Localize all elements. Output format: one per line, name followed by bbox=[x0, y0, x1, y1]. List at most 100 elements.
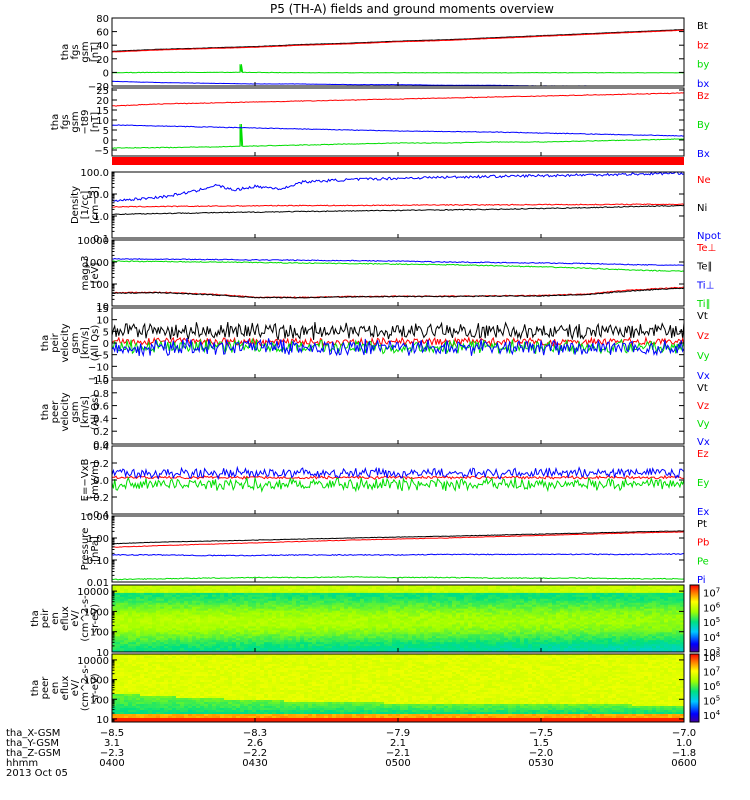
legend-label: Ex bbox=[697, 507, 709, 518]
panel-frame bbox=[111, 445, 685, 515]
colorbar-label: 106 bbox=[703, 601, 721, 614]
x-tick-label: −2.1 bbox=[386, 748, 410, 759]
y-tick-label: 5 bbox=[103, 327, 109, 338]
x-tick-label: 3.1 bbox=[104, 738, 120, 749]
series-line bbox=[112, 476, 684, 493]
series-line bbox=[112, 203, 684, 208]
y-tick-label: 10.0 bbox=[87, 190, 109, 201]
panel-efield: Ez Ey Ex −0.4 −0.2 0.0 0.2 0.4 E=−VxB[mV/m] bbox=[80, 442, 709, 521]
y-axis-label: thapeervelocitygsm[km/s](All Qs) bbox=[40, 392, 101, 431]
y-tick-label: −15 bbox=[88, 374, 109, 385]
panel-peer_velocity: VtVzVyVx0.00.20.40.60.81.0thapeervelocit… bbox=[40, 376, 710, 451]
legend-label: Vt bbox=[697, 383, 708, 394]
x-axis-row-label: tha_Z-GSM bbox=[6, 748, 61, 759]
x-tick-label: −2.0 bbox=[529, 748, 553, 759]
y-tick-label: 0.6 bbox=[93, 402, 109, 413]
figure-title: P5 (TH-A) fields and ground moments over… bbox=[270, 2, 554, 16]
series-line bbox=[112, 123, 684, 149]
legend-label: Vz bbox=[697, 331, 709, 342]
y-tick-label: 10000 bbox=[77, 236, 109, 247]
y-tick-label: 0 bbox=[103, 339, 109, 350]
x-tick-label: 1.5 bbox=[533, 738, 549, 749]
panel-frame bbox=[111, 379, 685, 445]
y-tick-label: 0.2 bbox=[93, 459, 109, 470]
x-tick-label: 0400 bbox=[99, 758, 124, 769]
legend-label: Npot bbox=[697, 231, 721, 242]
y-tick-label: −0.4 bbox=[85, 510, 109, 521]
y-tick-label: 0 bbox=[103, 136, 109, 147]
y-tick-label: 1000 bbox=[84, 607, 109, 618]
y-tick-label: 100 bbox=[90, 628, 109, 639]
legend-label: Bz bbox=[697, 91, 709, 102]
series-line bbox=[112, 260, 684, 273]
series-line bbox=[112, 172, 684, 202]
series-line bbox=[112, 29, 684, 53]
colorbar-label: 105 bbox=[703, 694, 720, 707]
y-tick-label: 0.01 bbox=[87, 578, 109, 589]
panel-frame bbox=[111, 17, 685, 87]
legend-label: Pt bbox=[697, 519, 707, 530]
y-axis-label: magρ3[eV] bbox=[80, 256, 101, 291]
series-line bbox=[112, 530, 684, 545]
series-line bbox=[112, 124, 684, 137]
y-tick-label: 0.2 bbox=[93, 427, 109, 438]
y-tick-label: 0 bbox=[103, 68, 109, 79]
legend-label: Bx bbox=[697, 149, 710, 160]
y-tick-label: 80 bbox=[96, 14, 109, 25]
y-tick-label: 0.8 bbox=[93, 389, 109, 400]
x-axis-row-label: hhmm bbox=[6, 758, 38, 769]
colorbar bbox=[689, 653, 700, 723]
panel-frame bbox=[111, 87, 685, 157]
y-tick-label: 100 bbox=[90, 280, 109, 291]
legend-label: By bbox=[697, 120, 710, 131]
series-line bbox=[112, 287, 684, 299]
y-tick-label: 10000 bbox=[77, 587, 109, 598]
legend-label: Ez bbox=[697, 449, 709, 460]
series-line bbox=[112, 64, 684, 74]
colorbar-label: 103 bbox=[703, 646, 720, 659]
series-line bbox=[112, 576, 684, 581]
y-tick-label: 100.0 bbox=[80, 168, 109, 179]
y-axis-label: Density[1/cc][cm−3] bbox=[70, 186, 101, 224]
y-tick-label: 1000 bbox=[84, 258, 109, 269]
x-tick-label: −7.9 bbox=[386, 728, 410, 739]
legend-label: Vy bbox=[697, 351, 710, 362]
y-tick-label: 1000 bbox=[84, 676, 109, 687]
x-tick-label: −7.5 bbox=[529, 728, 553, 739]
colorbar-label: 106 bbox=[703, 680, 721, 693]
legend-label: Vt bbox=[697, 311, 708, 322]
y-tick-label: 60 bbox=[96, 28, 109, 39]
legend-label: by bbox=[697, 60, 709, 71]
colorbar-label: 104 bbox=[703, 631, 721, 644]
y-tick-label: −10 bbox=[88, 362, 109, 373]
y-tick-label: 1.0 bbox=[93, 376, 109, 387]
y-axis-label: thapeerenefluxeV/(cm^2-s-sr-eV) bbox=[30, 664, 101, 711]
y-tick-label: 10 bbox=[96, 648, 109, 659]
legend-label: Ni bbox=[697, 203, 707, 214]
y-axis-label: thapeirvelocitygsm[km/s](All Qs) bbox=[40, 323, 101, 362]
legend-label: bz bbox=[697, 40, 709, 51]
colorbar-label: 104 bbox=[703, 709, 721, 722]
y-tick-label: −0.2 bbox=[85, 493, 109, 504]
y-tick-label: −5 bbox=[94, 351, 109, 362]
legend-label: Ti⊥ bbox=[696, 280, 714, 291]
legend-label: Vy bbox=[697, 419, 710, 430]
panel-pressure: Pt Pb Pe Pi 0.01 0.10 1.00 10.00 Pressure[nPa] bbox=[80, 512, 709, 589]
x-tick-label: −8.3 bbox=[243, 728, 267, 739]
series-line bbox=[112, 553, 684, 557]
series-line bbox=[112, 204, 684, 215]
legend-label: Pb bbox=[697, 538, 709, 549]
x-axis-row-label: tha_Y-GSM bbox=[6, 738, 59, 749]
legend-label: Vx bbox=[697, 437, 710, 448]
series-line bbox=[112, 465, 684, 481]
y-tick-label: −5 bbox=[94, 146, 109, 157]
x-tick-label: 2.6 bbox=[247, 738, 263, 749]
y-tick-label: 0.4 bbox=[93, 414, 109, 425]
separator-bar bbox=[112, 157, 684, 165]
x-tick-label: 0530 bbox=[528, 758, 553, 769]
x-tick-label: 0600 bbox=[671, 758, 696, 769]
panel-density: Ne Ni Npot 0.1 1.0 10.0 100.0 Density[1/cc][cm−… bbox=[70, 168, 721, 245]
legend-label: Pe bbox=[697, 556, 709, 567]
